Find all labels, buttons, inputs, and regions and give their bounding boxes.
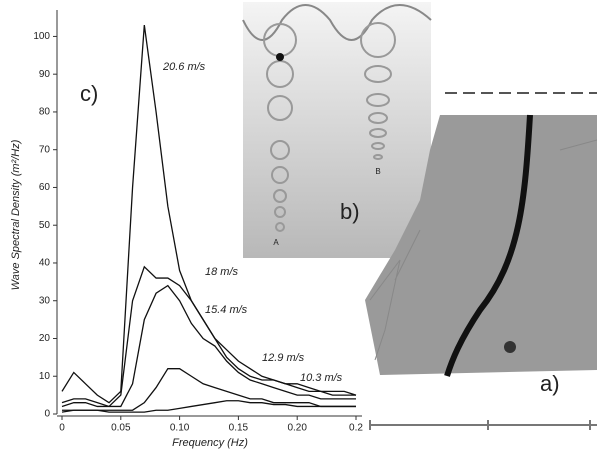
x-tick-label: 0.10 [170,423,190,434]
inset-b [242,2,432,258]
y-tick-label: 50 [39,220,51,231]
x-axis-label: Frequency (Hz) [172,437,248,449]
x-tick-label: 0.2 [349,423,363,434]
y-tick-label: 20 [39,333,51,344]
y-tick-label: 80 [39,107,51,118]
inset-label: B [375,167,380,176]
series-label: 12.9 m/s [262,352,305,364]
plot: 0 10 20 30 40 50 60 70 80 90 100 0 0.05 0.10 0.15 0.20 0… [33,10,363,434]
series-line [61,400,356,413]
y-axis-label: Wave Spectral Density (m²/Hz) [10,139,22,290]
series-label: 20.6 m/s [162,61,206,73]
series-line [62,368,356,411]
series-label: 10.3 m/s [300,372,343,384]
y-tick-label: 40 [39,258,51,269]
y-tick-label: 0 [44,409,50,420]
panel-label: c) [80,81,98,106]
inset-label: A [273,238,279,247]
y-tick-label: 30 [39,295,51,306]
series-line [61,284,356,408]
y-tick-label: 60 [39,182,51,193]
x-tick-label: 0.20 [287,423,307,434]
y-tick-label: 90 [39,69,51,80]
x-tick-label: 0.15 [229,423,249,434]
series-label: 15.4 m/s [205,304,248,316]
series-label: 18 m/s [205,266,239,278]
inset-a [365,92,597,430]
x-tick-label: 0 [59,423,65,434]
y-tick-label: 70 [39,144,51,155]
series-line [61,265,356,408]
panel-label: b) [340,199,360,224]
y-tick-label: 10 [39,371,51,382]
panel-label: a) [540,371,560,396]
x-tick-label: 0.05 [111,423,131,434]
y-tick-label: 100 [33,31,50,42]
